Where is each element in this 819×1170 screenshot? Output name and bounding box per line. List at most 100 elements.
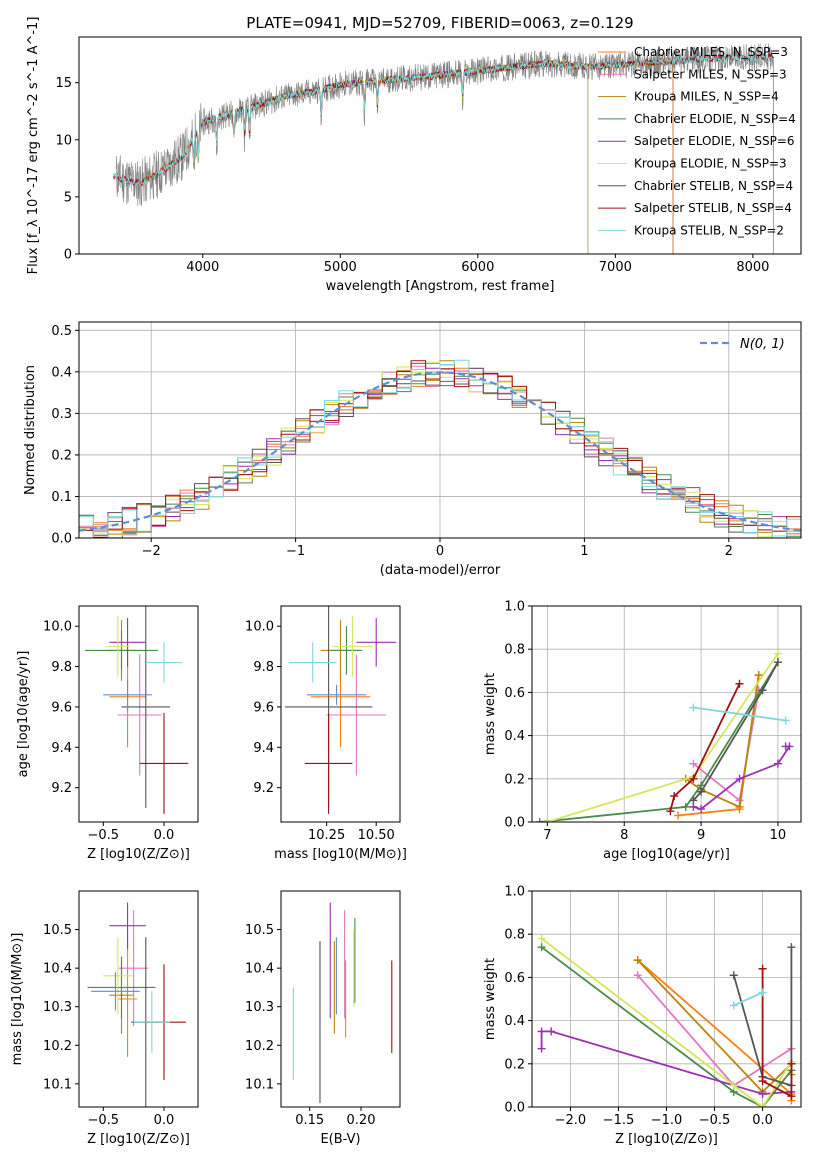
y-tick-label: 9.2 [51,781,72,796]
residuals-axes: −2 −1 0 1 2 0.0 0.1 0.2 0.3 0.4 0.5 (data-model)/er… [23,321,802,578]
x-tick-label: −2.0 [555,1113,587,1128]
y-tick-label: 15 [55,76,72,91]
weight-marker [735,679,744,688]
residuals-plot-area [79,359,801,538]
weight-line [685,674,760,809]
y-tick-label: 0.2 [51,448,72,463]
normal-curve [79,371,801,532]
age_vs_mass-plot-area [284,606,397,814]
errorbar-point [109,902,146,949]
weight-line [693,706,786,722]
y-tick-label: 9.8 [51,660,72,675]
x-tick-label: 10.50 [358,828,395,843]
y-tick-label: 10.4 [43,962,72,977]
x-tick-label: 1 [580,544,588,559]
residual-histogram [79,360,801,538]
mass_vs_Z-xlabel: Z [log10(Z/Z⊙)] [87,1132,190,1147]
x-tick-label: 7 [543,828,551,843]
age_vs_Z-plot-area [85,606,189,814]
weight_vs_Z-ylabel: mass weight [483,958,498,1040]
y-tick-label: 0.6 [504,971,525,986]
legend-entry: Chabrier STELIB, N_SSP=4 [634,179,793,193]
y-tick-label: 10.3 [245,1000,274,1015]
weight-marker [729,1001,738,1010]
weight-marker [754,671,763,680]
weight-marker [670,792,679,801]
weight-marker [689,759,698,768]
y-tick-label: 0.0 [51,532,72,547]
weight-marker [666,807,675,816]
weight-marker [773,649,782,658]
legend-entry: N(0, 1) [740,337,785,352]
y-tick-label: 9.6 [51,700,72,715]
y-tick-label: 9.2 [253,781,274,796]
y-tick-label: 0.4 [504,729,525,744]
x-tick-label: 4000 [186,260,219,275]
errorbar-point [332,616,373,677]
x-tick-label: 9 [697,828,705,843]
legend-entry: Chabrier MILES, N_SSP=3 [634,45,788,59]
errorbar-point [91,972,140,1011]
x-tick-label: 0.15 [295,1113,324,1128]
x-tick-label: −0.5 [699,1113,731,1128]
residual-histogram [79,359,801,538]
legend-entry: Kroupa ELODIE, N_SSP=3 [634,157,787,171]
weight-marker [758,1077,767,1086]
spectrum-data-line [115,43,774,207]
errorbar-point [288,642,337,683]
errorbar-point [87,956,156,1019]
weight-line [539,661,779,822]
figure-title: PLATE=0941, MJD=52709, FIBERID=0063, z=0… [246,14,633,32]
y-tick-label: 0.6 [504,686,525,701]
weight-line [732,947,793,1087]
mass_vs_Z-axes: −0.5 0.0 10.1 10.2 10.3 10.4 10.5 Z [log10(Z/Z⊙… [10,890,199,1147]
x-tick-label: 2 [725,544,733,559]
errorbar-point [139,712,189,814]
age_vs_mass-frame [280,605,401,823]
residuals-ylabel: Normed distribution [23,365,38,495]
weight-marker [535,818,544,822]
errorbar-point [119,910,149,1026]
spectrum-frame [78,36,802,255]
y-tick-label: 9.4 [253,741,274,756]
weight-marker [537,934,546,943]
errorbar-point [103,678,152,711]
weight-marker [537,1044,546,1053]
errorbar-point [330,626,363,675]
y-tick-label: 10.2 [43,1039,72,1054]
x-tick-label: 6000 [461,260,494,275]
spectrum-model-line [188,59,589,254]
errorbar-point [105,616,130,677]
weight-marker [735,802,744,811]
y-tick-label: 10.0 [43,620,72,635]
y-tick-label: 0.2 [504,1057,525,1072]
errorbar-point [117,941,138,1057]
age_vs_mass-xlabel: mass [log10(M/M⊙)] [274,847,407,862]
weight-line [761,968,793,1098]
y-tick-label: 1.0 [504,885,525,900]
weight-marker [537,943,546,952]
spectrum-legend: Chabrier MILES, N_SSP=3 Salpeter MILES, N… [598,45,796,237]
y-tick-label: 10 [55,133,72,148]
weight-line [733,991,763,1007]
x-tick-label: 5000 [324,260,357,275]
x-tick-label: 8000 [736,260,769,275]
weight_vs_age-frame [531,605,802,823]
age_vs_Z-xlabel: Z [log10(Z/Z⊙)] [87,847,190,862]
y-tick-label: 10.3 [43,1000,72,1015]
y-tick-label: 9.8 [253,660,274,675]
y-tick-label: 0.4 [504,1014,525,1029]
mass_vs_ebv-xlabel: E(B-V) [320,1132,360,1147]
y-tick-label: 10.0 [245,620,274,635]
weight-marker [773,658,782,667]
y-tick-label: 9.4 [51,741,72,756]
errorbar-point [306,684,367,705]
residuals-xlabel: (data-model)/error [380,563,501,578]
weight-line [547,652,779,822]
weight-marker [729,971,738,980]
x-tick-label: 10 [770,828,787,843]
errorbar-point [133,991,171,1053]
weight-marker [781,742,790,751]
age_vs_Z-axes: −0.5 0.0 9.2 9.4 9.6 9.8 10.0 Z [log10(Z/Z⊙)] ag… [16,605,199,862]
